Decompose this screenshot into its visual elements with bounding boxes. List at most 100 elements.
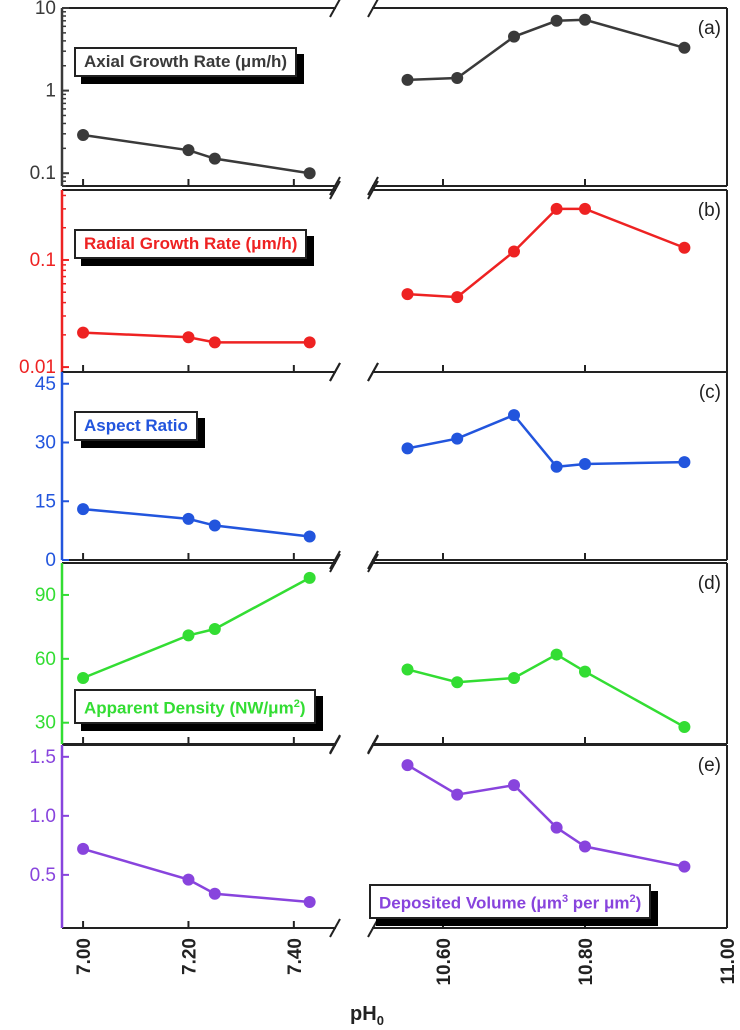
data-point xyxy=(508,779,520,792)
series-line-high xyxy=(407,413,685,469)
panel-tag: (d) xyxy=(698,573,721,594)
data-point xyxy=(401,73,414,86)
x-axis-label: pH0 xyxy=(350,1003,384,1028)
y-tick-label: 0.01 xyxy=(19,357,56,378)
data-point xyxy=(508,30,520,43)
panel-tag: (b) xyxy=(698,200,721,221)
data-point xyxy=(508,409,520,422)
legend-label: Deposited Volume (μm3 per μm2) xyxy=(369,884,652,919)
legend-label: Apparent Density (NW/μm2) xyxy=(74,689,316,724)
x-tick-label: 10.80 xyxy=(576,938,597,986)
data-point xyxy=(678,456,691,469)
panel-tag: (c) xyxy=(699,382,721,403)
data-point xyxy=(182,629,195,642)
y-tick-label: 90 xyxy=(35,585,56,606)
axis-break-mark xyxy=(367,918,379,938)
data-point xyxy=(77,326,90,339)
legend-label: Radial Growth Rate (μm/h) xyxy=(74,229,308,259)
data-point xyxy=(678,241,691,254)
y-tick-label: 0 xyxy=(45,550,56,571)
data-point xyxy=(303,530,316,543)
data-point xyxy=(77,129,90,142)
data-point xyxy=(208,623,221,636)
data-point xyxy=(401,663,414,676)
data-point xyxy=(550,821,563,834)
data-point xyxy=(579,840,591,853)
y-tick-label: 1.5 xyxy=(30,747,56,768)
y-tick-label: 45 xyxy=(35,374,56,395)
data-point xyxy=(550,202,563,215)
data-point xyxy=(550,460,563,473)
data-point xyxy=(579,458,591,471)
data-point xyxy=(678,41,691,54)
data-point xyxy=(77,503,90,516)
panel-tag: (e) xyxy=(698,755,721,776)
axis-break-mark xyxy=(329,362,341,382)
axis-break-mark xyxy=(367,553,379,573)
series-line-high xyxy=(407,18,685,82)
series-line-high xyxy=(407,207,685,299)
x-tick-label: 10.60 xyxy=(434,938,455,986)
y-tick-label: 10 xyxy=(35,0,56,19)
axis-break-mark xyxy=(367,176,379,196)
axis-break-mark xyxy=(329,0,341,18)
data-point xyxy=(508,671,520,684)
data-point xyxy=(182,873,195,886)
legend-label: Aspect Ratio xyxy=(74,411,198,441)
data-point xyxy=(550,648,563,661)
data-point xyxy=(303,571,316,584)
axis-break-mark xyxy=(329,176,341,196)
data-point xyxy=(182,512,195,525)
series-line-low xyxy=(82,133,310,175)
data-point xyxy=(208,519,221,532)
data-point xyxy=(451,432,464,445)
y-tick-label: 0.5 xyxy=(30,865,56,886)
data-point xyxy=(579,202,591,215)
series-line-low xyxy=(82,847,310,904)
y-tick-label: 60 xyxy=(35,649,56,670)
data-point xyxy=(208,887,221,900)
data-point xyxy=(77,842,90,855)
y-tick-label: 30 xyxy=(35,433,56,454)
series-line-low xyxy=(82,507,310,538)
y-tick-label: 15 xyxy=(35,491,56,512)
data-point xyxy=(208,336,221,349)
data-point xyxy=(550,14,563,27)
axis-break-mark xyxy=(367,550,379,570)
axis-break-mark xyxy=(329,550,341,570)
data-point xyxy=(182,144,195,157)
axis-break-mark xyxy=(329,735,341,755)
axis-break-mark xyxy=(367,362,379,382)
data-point xyxy=(508,245,520,258)
x-tick-label: 7.40 xyxy=(285,938,306,975)
axis-break-mark xyxy=(329,553,341,573)
data-point xyxy=(303,336,316,349)
series-line-low xyxy=(83,331,310,344)
x-tick-label: 11.00 xyxy=(718,938,739,985)
y-tick-label: 0.1 xyxy=(30,250,56,271)
legend-label: Axial Growth Rate (μm/h) xyxy=(74,47,298,77)
y-tick-label: 1 xyxy=(45,81,56,102)
axis-break-mark xyxy=(367,0,379,18)
data-point xyxy=(451,72,464,85)
axis-break-mark xyxy=(367,735,379,755)
y-tick-label: 30 xyxy=(35,713,56,734)
data-point xyxy=(208,152,221,165)
data-point xyxy=(303,167,316,180)
data-point xyxy=(678,720,691,733)
series-line-low xyxy=(82,576,311,680)
series-line-high xyxy=(407,653,686,729)
series-line-high xyxy=(406,763,685,868)
axis-break-mark xyxy=(329,180,341,200)
data-point xyxy=(77,671,90,684)
data-point xyxy=(182,331,195,344)
data-point xyxy=(401,759,414,772)
data-point xyxy=(451,676,464,689)
axis-break-mark xyxy=(367,180,379,200)
y-tick-label: 1.0 xyxy=(30,806,56,827)
data-point xyxy=(401,288,414,301)
axis-break-mark xyxy=(329,918,341,938)
data-point xyxy=(579,665,591,678)
data-point xyxy=(579,13,591,26)
